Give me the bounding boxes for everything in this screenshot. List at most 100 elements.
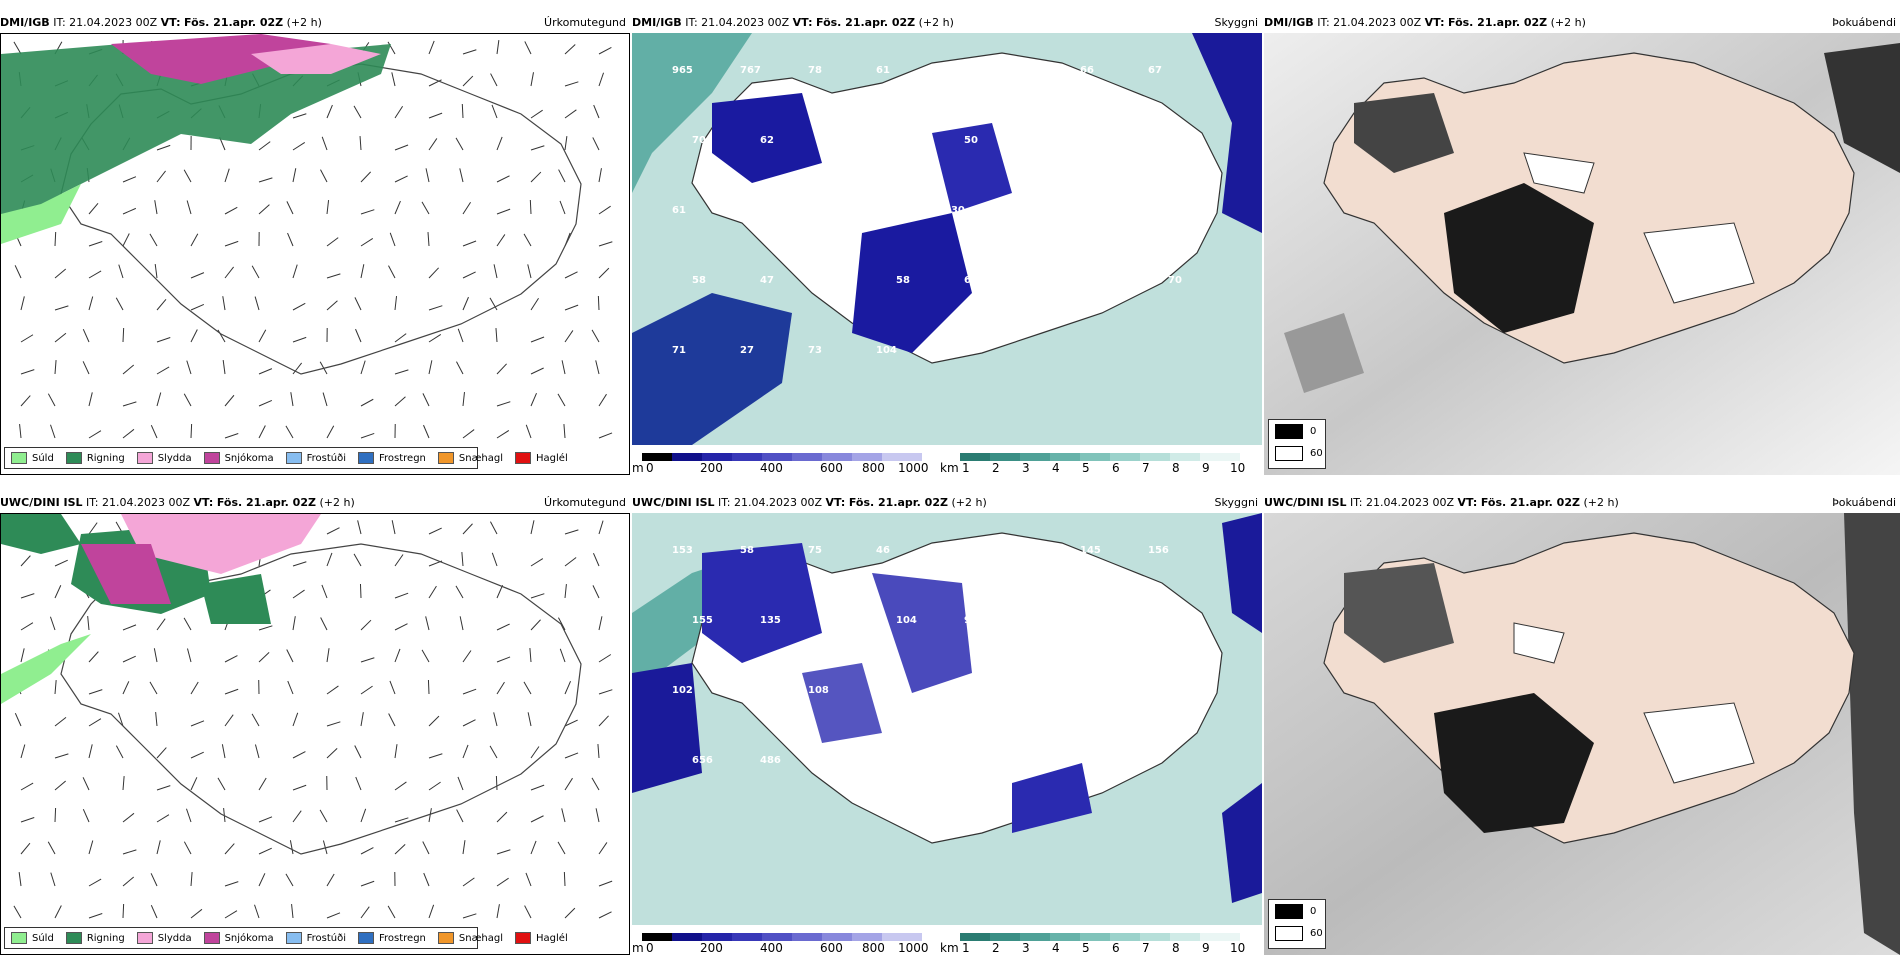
wind-barb [191,424,192,438]
wind-barb [422,202,429,214]
wind-barb [395,296,397,310]
wind-barb [123,402,136,406]
panel-title: UWC/DINI ISL IT: 21.04.2023 00Z VT: Fös.… [632,493,1262,513]
wind-barb [327,874,334,886]
wind-barb [21,396,30,406]
wind-barb [494,264,497,278]
wind-barb [320,810,327,822]
visibility-value: 61 [876,65,890,76]
wind-barb [21,623,33,630]
wind-barb [395,744,397,758]
wind-barb [599,842,607,854]
wind-barb [528,712,531,726]
wind-barb [255,744,259,758]
wind-barb [223,360,225,374]
parameter-name: Skyggni [1215,13,1258,33]
ceiling-tick: 200 [700,461,723,475]
wind-barb [463,878,474,886]
visibility-value: 100 [896,135,917,146]
wind-barb [293,752,305,758]
wind-barb [89,203,98,214]
wind-barb [423,841,429,854]
wind-barb [151,873,157,886]
wind-barb [89,744,92,758]
wind-barb [429,586,436,598]
wind-barb [154,648,157,662]
visibility-tick: 10 [1230,461,1245,475]
wind-barb [293,168,296,182]
wind-barb [599,268,609,278]
wind-barb [530,200,531,214]
visibility-value: 70 [808,205,822,216]
wind-barb [116,298,123,310]
init-time: IT: 21.04.2023 00Z [1350,496,1454,509]
wind-barb [395,649,400,662]
wind-barb [429,80,442,86]
wind-barb [463,76,473,86]
visibility-value: 73 [808,345,822,356]
visibility-value: 70 [692,135,706,146]
visibility-tick: 4 [1052,461,1060,475]
wind-barb [390,681,395,694]
wind-barb [463,840,465,854]
wind-barb [55,717,66,726]
visibility-value: 68 [1012,65,1026,76]
legend-label: Snæhagl [459,453,503,464]
wind-barb [14,906,21,918]
wind-barb [157,145,170,150]
wind-barb [395,176,408,182]
visibility-value: 153 [672,545,693,556]
visibility-value: 135 [760,615,781,626]
legend-label: Snjókoma [225,453,274,464]
wind-barb [327,648,329,662]
wind-barb [252,266,259,278]
wind-barb [293,713,298,726]
wind-barb [395,593,408,598]
ceiling-tick: 0 [646,941,654,955]
wind-barb [497,137,502,150]
precip-map[interactable] [0,513,630,955]
wind-barb [565,44,575,54]
wind-barb [150,682,157,694]
wind-barb [191,752,204,758]
wind-barb [428,680,429,694]
precip-map[interactable] [0,33,630,475]
wind-barb [89,431,101,438]
legend-item-rigning: Rigning [66,932,125,944]
visibility-value: 130 [944,205,965,216]
fog-map-canvas [1264,513,1900,955]
wind-barb [593,585,599,598]
wind-barb [497,364,507,374]
wind-barb [327,913,340,918]
wind-barb [191,330,197,342]
wind-barb [356,777,361,790]
wind-barb [531,746,539,758]
fog-legend-row: 0 [1269,420,1325,442]
valid-time-label: VT: [1425,16,1445,29]
wind-barb [558,618,565,630]
wind-barb [463,745,468,758]
wind-barb [429,905,434,918]
wind-barb [424,873,429,886]
ceiling-colorbar: m 0 200 400 600 800 1000 [632,933,932,955]
legend-item-snjokoma: Snjókoma [204,452,274,464]
visibility-tick: 1 [962,461,970,475]
wind-barb [596,808,599,822]
wind-barb [429,754,442,758]
visibility-tick: 7 [1142,941,1150,955]
wind-barb [599,881,612,886]
wind-barb [293,114,306,118]
fog-map[interactable] [1264,33,1900,475]
fog-map[interactable] [1264,513,1900,955]
wind-barb [157,367,169,374]
wind-barb [361,686,373,694]
legend-item-sudl: Súld [11,452,54,464]
wind-barb [155,200,157,214]
wind-barb [259,400,272,406]
wind-barb [426,168,429,182]
wind-barb [259,848,272,854]
init-time: IT: 21.04.2023 00Z [1317,16,1421,29]
